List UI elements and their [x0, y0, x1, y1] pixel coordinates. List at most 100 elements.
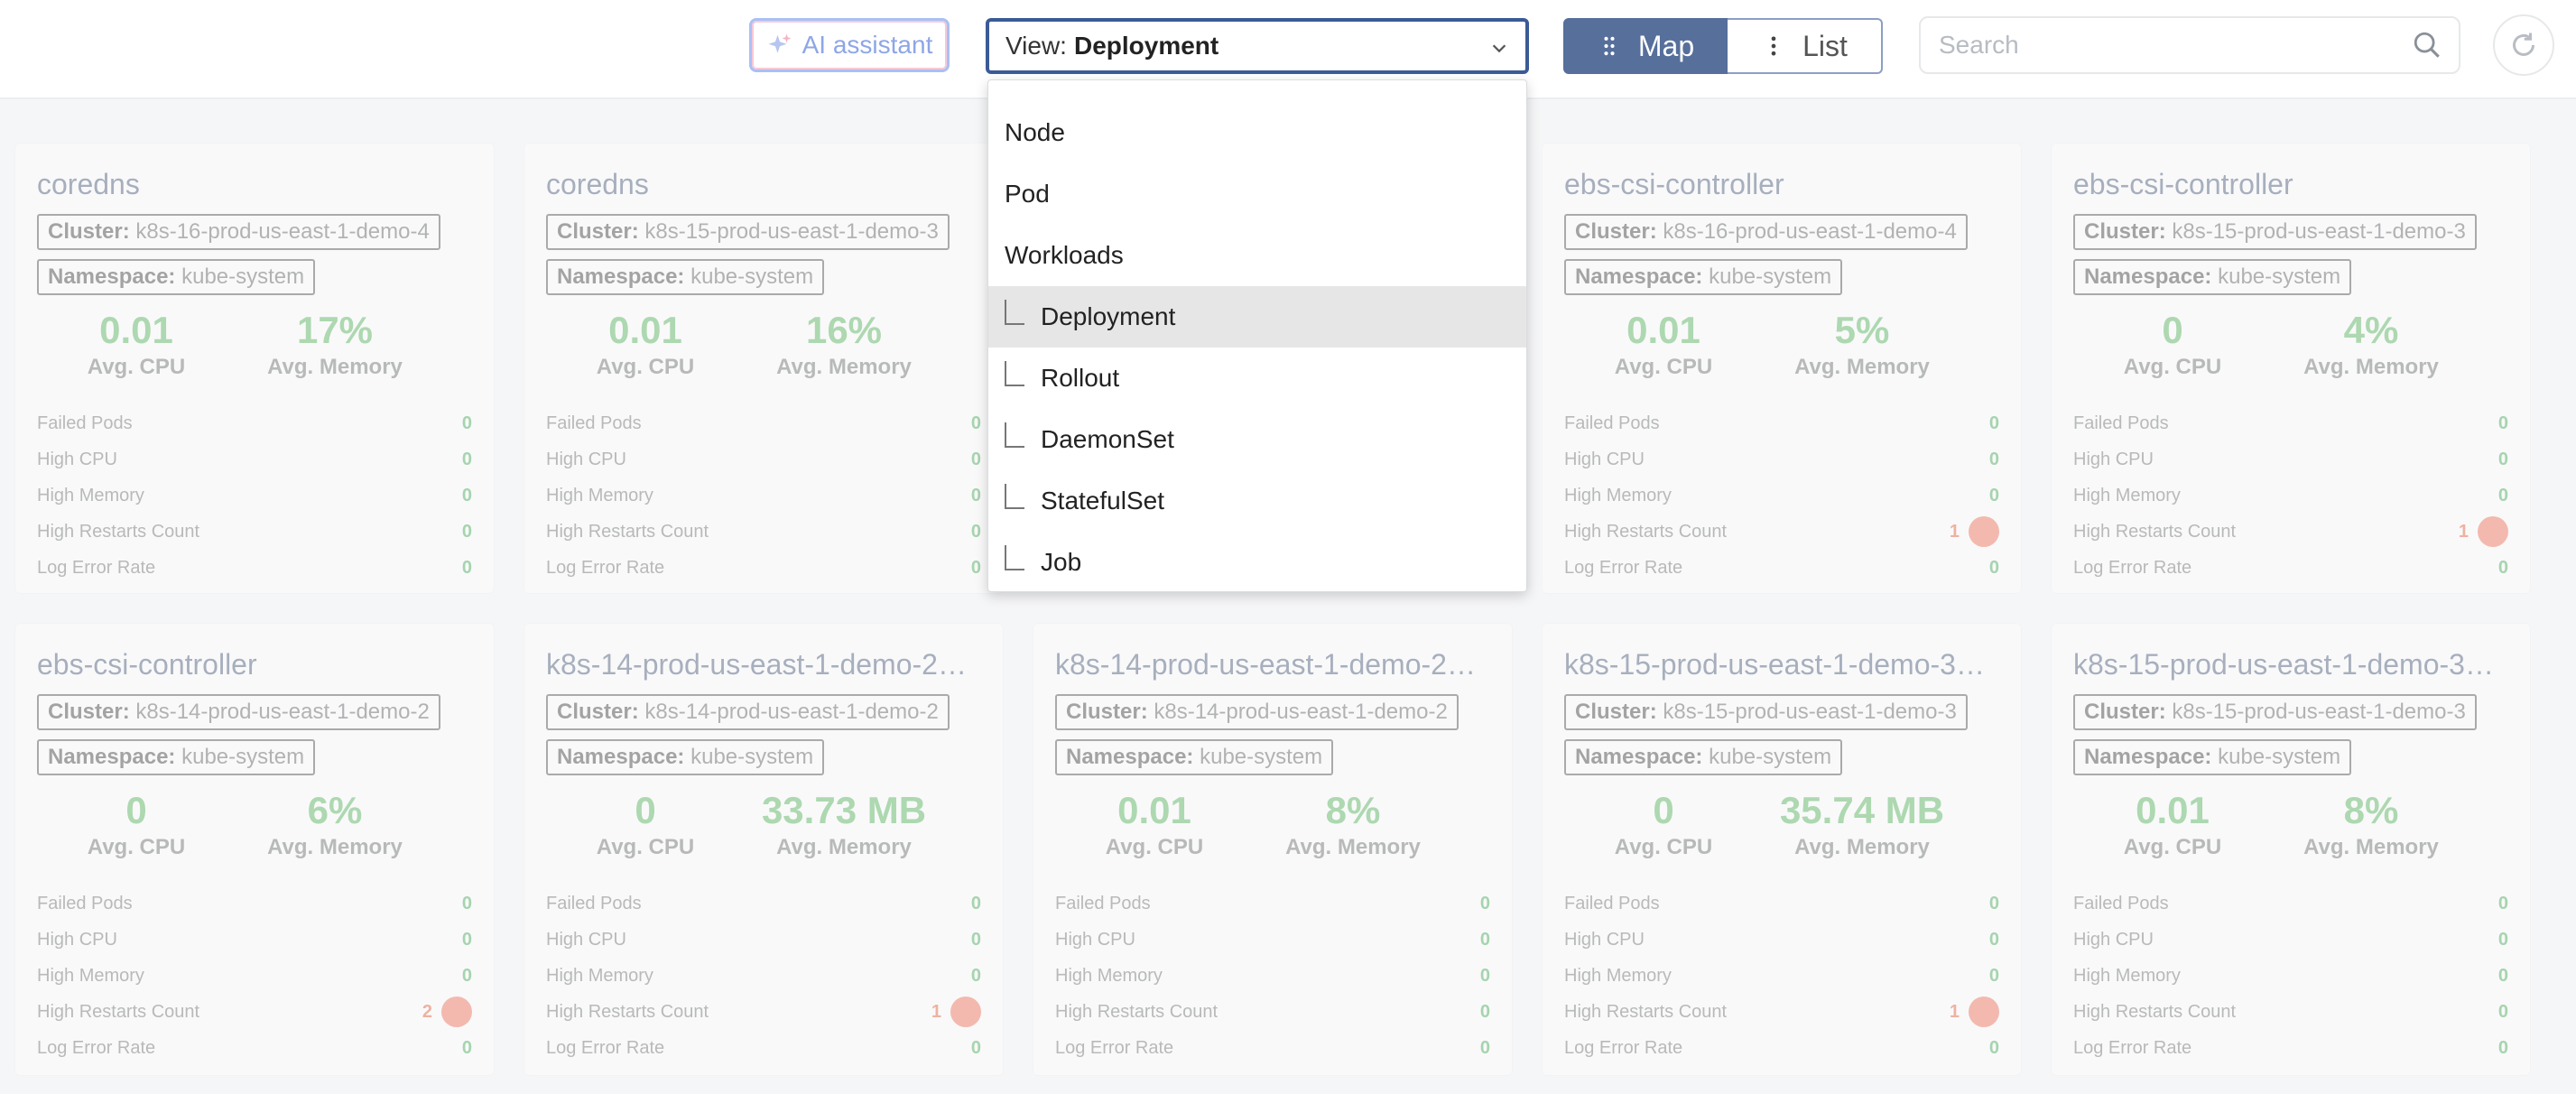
- card-title[interactable]: ebs-csi-controller: [37, 648, 257, 681]
- metric-cpu: 0 Avg. CPU: [546, 788, 745, 869]
- metric-memory: 6% Avg. Memory: [236, 788, 434, 869]
- map-view-button[interactable]: Map: [1563, 18, 1728, 74]
- namespace-tag: Namespace: kube-system: [546, 739, 825, 775]
- metric-memory-label: Avg. Memory: [1285, 835, 1421, 859]
- dropdown-option-job[interactable]: Job: [988, 532, 1526, 593]
- metric-cpu-value: 0: [1653, 789, 1674, 831]
- metric-memory-value: 8%: [2343, 789, 2399, 831]
- stat-label: High CPU: [546, 929, 626, 950]
- stat-label: Failed Pods: [1564, 893, 1660, 913]
- stat-label: High CPU: [2073, 449, 2154, 469]
- stat-high-restarts: High Restarts Count 0: [546, 514, 981, 550]
- cluster-tag-value: k8s-14-prod-us-east-1-demo-2: [135, 700, 430, 724]
- dropdown-option-label: Rollout: [1041, 364, 1120, 392]
- search-input[interactable]: [1937, 30, 2412, 60]
- stats-list: Failed Pods 0 High CPU 0 High Memory 0 H…: [546, 405, 981, 586]
- stats-list: Failed Pods 0 High CPU 0 High Memory 0 H…: [37, 885, 472, 1066]
- metric-memory-value: 17%: [296, 309, 374, 351]
- cluster-tag-label: Cluster:: [2084, 700, 2166, 724]
- namespace-tag: Namespace: kube-system: [2073, 739, 2352, 775]
- view-select-prefix: View:: [1005, 32, 1067, 60]
- stat-label: High Memory: [546, 485, 653, 505]
- stat-label: Failed Pods: [1055, 893, 1151, 913]
- drag-dots-icon: [1604, 36, 1615, 56]
- namespace-tag-label: Namespace:: [2084, 264, 2212, 289]
- stat-high-memory: High Memory 0: [1564, 958, 1999, 994]
- list-view-button[interactable]: List: [1728, 18, 1883, 74]
- card-title[interactable]: ebs-csi-controller: [2073, 168, 2293, 200]
- card-title[interactable]: k8s-15-prod-us-east-1-demo-3…: [2073, 648, 2494, 681]
- dropdown-option-label: Node: [1005, 118, 1065, 146]
- workload-card[interactable]: ebs-csi-controller Cluster: k8s-15-prod-…: [2051, 143, 2531, 594]
- stat-failed-pods: Failed Pods 0: [2073, 885, 2508, 922]
- dropdown-option-statefulset[interactable]: StatefulSet: [988, 470, 1526, 532]
- namespace-tag-value: kube-system: [2218, 745, 2341, 769]
- workload-card[interactable]: ebs-csi-controller Cluster: k8s-16-prod-…: [1542, 143, 2022, 594]
- dropdown-option-node[interactable]: Node: [988, 102, 1526, 163]
- stat-high-cpu: High CPU 0: [1055, 922, 1490, 958]
- stat-value: 0: [2497, 929, 2508, 950]
- metrics: 0 Avg. CPU 6% Avg. Memory: [37, 788, 472, 869]
- card-title[interactable]: coredns: [37, 168, 140, 200]
- cluster-tag: Cluster: k8s-16-prod-us-east-1-demo-4: [1564, 214, 1968, 250]
- stat-value: 0: [461, 1037, 472, 1058]
- cluster-tag: Cluster: k8s-14-prod-us-east-1-demo-2: [1055, 694, 1459, 730]
- stat-value: 1: [1949, 1001, 1960, 1022]
- dropdown-option-label: DaemonSet: [1041, 425, 1174, 453]
- card-title[interactable]: coredns: [546, 168, 649, 200]
- card-title[interactable]: k8s-14-prod-us-east-1-demo-2…: [546, 648, 967, 681]
- stat-label: High Memory: [1564, 485, 1672, 505]
- namespace-tag-label: Namespace:: [557, 745, 685, 769]
- view-select[interactable]: View: Deployment: [986, 18, 1529, 74]
- namespace-tag-label: Namespace:: [48, 745, 176, 769]
- metric-cpu: 0 Avg. CPU: [2073, 308, 2272, 389]
- stat-label: High Restarts Count: [2073, 521, 2237, 542]
- refresh-icon: [2513, 32, 2534, 56]
- metric-cpu-value: 0.01: [1117, 789, 1191, 831]
- stat-log-error-rate: Log Error Rate 0: [546, 550, 981, 586]
- list-view-label: List: [1802, 29, 1848, 62]
- workload-card[interactable]: coredns Cluster: k8s-16-prod-us-east-1-d…: [14, 143, 495, 594]
- dropdown-option-rollout[interactable]: Rollout: [988, 348, 1526, 409]
- workload-card[interactable]: coredns Cluster: k8s-15-prod-us-east-1-d…: [524, 143, 1004, 594]
- metric-memory-label: Avg. Memory: [267, 835, 403, 859]
- metric-memory-label: Avg. Memory: [267, 355, 403, 379]
- metric-cpu-value: 0.01: [2136, 789, 2210, 831]
- dropdown-option-deployment[interactable]: Deployment: [988, 286, 1526, 348]
- workload-card[interactable]: k8s-14-prod-us-east-1-demo-2… Cluster: k…: [524, 623, 1004, 1076]
- refresh-button[interactable]: [2493, 14, 2554, 76]
- search-icon[interactable]: [2412, 30, 2442, 60]
- ai-assistant-button[interactable]: AI assistant: [749, 18, 950, 72]
- card-title[interactable]: ebs-csi-controller: [1564, 168, 1784, 200]
- card-title[interactable]: k8s-14-prod-us-east-1-demo-2…: [1055, 648, 1476, 681]
- dropdown-option-pod[interactable]: Pod: [988, 163, 1526, 225]
- workload-card[interactable]: k8s-14-prod-us-east-1-demo-2… Cluster: k…: [1033, 623, 1513, 1076]
- metric-memory-value: 4%: [2343, 309, 2399, 351]
- workload-card[interactable]: k8s-15-prod-us-east-1-demo-3… Cluster: k…: [1542, 623, 2022, 1076]
- stat-label: High CPU: [546, 449, 626, 469]
- metric-memory-value: 6%: [307, 789, 363, 831]
- stat-value: 0: [970, 449, 981, 469]
- card-title[interactable]: k8s-15-prod-us-east-1-demo-3…: [1564, 648, 1985, 681]
- metric-cpu-value: 0: [2162, 309, 2183, 351]
- stat-value: 0: [2497, 449, 2508, 469]
- metric-cpu-value: 0: [125, 789, 147, 831]
- metric-memory: 8% Avg. Memory: [1254, 788, 1452, 869]
- cluster-tag: Cluster: k8s-14-prod-us-east-1-demo-2: [37, 694, 440, 730]
- metric-cpu-value: 0.01: [608, 309, 682, 351]
- dropdown-option-daemonset[interactable]: DaemonSet: [988, 409, 1526, 470]
- alert-dot-icon: [1969, 516, 1999, 547]
- cluster-tag-value: k8s-15-prod-us-east-1-demo-3: [2172, 700, 2466, 724]
- namespace-tag-label: Namespace:: [557, 264, 685, 289]
- alert-dot-icon: [1969, 997, 1999, 1027]
- dropdown-option-workloads[interactable]: Workloads: [988, 225, 1526, 286]
- stat-failed-pods: Failed Pods 0: [2073, 405, 2508, 441]
- namespace-tag: Namespace: kube-system: [1564, 739, 1843, 775]
- stat-high-memory: High Memory 0: [1564, 477, 1999, 514]
- stat-value: 0: [461, 557, 472, 578]
- workload-card[interactable]: ebs-csi-controller Cluster: k8s-14-prod-…: [14, 623, 495, 1076]
- stat-value: 0: [461, 893, 472, 913]
- workload-card[interactable]: k8s-15-prod-us-east-1-demo-3… Cluster: k…: [2051, 623, 2531, 1076]
- cluster-tag: Cluster: k8s-15-prod-us-east-1-demo-3: [1564, 694, 1968, 730]
- stat-value: 0: [2497, 557, 2508, 578]
